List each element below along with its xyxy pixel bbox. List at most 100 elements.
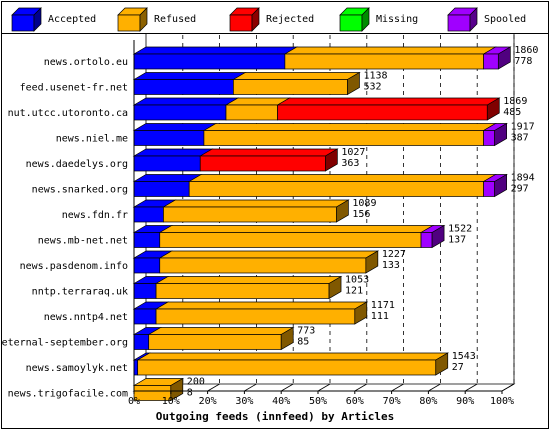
- legend-item-rejected: Rejected: [229, 7, 314, 32]
- grid-floor-line: [464, 383, 478, 392]
- bar-segment-refused: [136, 352, 450, 376]
- bar-segment-refused: [147, 326, 295, 351]
- category-label: news.fdn.fr: [62, 210, 128, 221]
- bar-segment-spooled: [482, 46, 512, 70]
- end-label-total: 1089: [352, 198, 376, 209]
- end-label-total: 773: [297, 326, 315, 337]
- bar-segment-accepted: [132, 72, 247, 95]
- end-label-sub: 85: [297, 337, 309, 348]
- end-label-sub: 121: [345, 286, 363, 297]
- end-label-sub: 485: [503, 107, 521, 118]
- x-tick-label: 0%: [128, 396, 140, 407]
- x-tick-label: 60%: [346, 396, 364, 407]
- end-label-sub: 111: [371, 311, 389, 322]
- bar-row: [132, 46, 512, 70]
- end-label-sub: 297: [511, 184, 529, 195]
- legend-label: Spooled: [484, 14, 526, 25]
- end-label-total: 1917: [511, 122, 535, 133]
- bar-segment-refused: [158, 250, 380, 274]
- x-tick-label: 100%: [490, 396, 514, 407]
- end-label-total: 1138: [363, 71, 387, 82]
- category-label: news.snarked.org: [32, 185, 128, 196]
- bar-segment-refused: [162, 199, 350, 223]
- end-label-total: 1894: [511, 173, 535, 184]
- grid-floor-line: [428, 383, 441, 392]
- bar-row: [132, 275, 343, 300]
- category-label: eternal-september.org: [2, 338, 128, 349]
- tick-labels: 0% 10% 20% 30% 40% 50% 60% 70% 80% 90% 100%: [128, 391, 514, 407]
- category-label: nut.utcc.utoronto.ca: [8, 108, 128, 119]
- bar-segment-refused: [283, 46, 497, 70]
- x-tick-label: 10%: [162, 396, 180, 407]
- bar-row: [132, 97, 501, 121]
- grid-floor-line: [317, 383, 331, 392]
- grid-floor-line: [280, 383, 294, 392]
- grid-floor-line: [244, 383, 257, 392]
- bar-segment-refused: [132, 377, 185, 402]
- bar-row: [132, 173, 508, 198]
- bar-segment-spooled: [482, 122, 508, 147]
- x-tick-label: 80%: [419, 396, 437, 407]
- x-tick-label: 20%: [199, 396, 217, 407]
- legend-label: Accepted: [48, 14, 96, 25]
- bar-row: [132, 352, 450, 376]
- legend-item-spooled: Spooled: [447, 7, 526, 32]
- category-label: news.mb-net.net: [38, 236, 128, 247]
- end-label-sub: 778: [514, 56, 532, 67]
- end-label-total: 1053: [345, 275, 369, 286]
- bar-segment-accepted: [132, 123, 218, 146]
- bar-segment-accepted: [132, 174, 203, 197]
- bar-row: [132, 71, 361, 96]
- end-label-sub: 133: [382, 260, 400, 271]
- grid-floor-line: [354, 383, 368, 392]
- bar-row: [132, 224, 446, 249]
- grid-floor-line: [207, 383, 220, 392]
- x-tick-label: 50%: [309, 396, 327, 407]
- bar-row: [132, 199, 350, 223]
- category-label: news.daedelys.org: [26, 159, 128, 170]
- x-tick-label: 90%: [456, 396, 474, 407]
- bar-segment-refused: [232, 71, 361, 96]
- category-label: news.samoylyk.net: [26, 363, 128, 374]
- grid-floor-line: [501, 383, 515, 392]
- bar-segment-refused: [154, 275, 343, 300]
- bar-segment-accepted: [132, 46, 299, 70]
- end-label-total: 1869: [503, 96, 527, 107]
- bar-segment-refused: [187, 174, 497, 197]
- legend-item-missing: Missing: [339, 7, 418, 32]
- end-label-sub: 387: [511, 133, 529, 144]
- end-label-total: 1522: [448, 224, 472, 235]
- bar-segment-refused: [202, 123, 497, 146]
- grid-floor-line: [391, 383, 404, 392]
- legend-item-accepted: Accepted: [11, 7, 96, 32]
- bar-row: [132, 301, 369, 325]
- bar-row: [132, 122, 508, 147]
- end-label-total: 200: [187, 377, 205, 388]
- bar-segment-rejected: [198, 148, 339, 172]
- end-label-total: 1027: [341, 147, 365, 158]
- bar-segment-refused: [154, 301, 369, 325]
- category-label: news.pasdenom.info: [20, 261, 128, 272]
- category-label: news.nntp4.net: [44, 312, 128, 323]
- bar-segment-accepted: [132, 276, 170, 299]
- bar-row: [132, 148, 339, 172]
- end-label-total: 1227: [382, 249, 406, 260]
- end-label-sub: 27: [452, 362, 464, 373]
- x-tick-label: 40%: [272, 396, 290, 407]
- legend-label: Refused: [154, 14, 196, 25]
- x-tick-label: 30%: [235, 396, 253, 407]
- bars: [132, 46, 512, 402]
- end-label-sub: 363: [341, 158, 359, 169]
- category-labels: news.ortolo.eu feed.usenet-fr.net nut.utcc…: [2, 57, 128, 400]
- end-label-sub: 532: [363, 82, 381, 93]
- end-label-total: 1860: [514, 45, 538, 56]
- legend: Accepted Refused Rejected Missing Spooled: [11, 7, 526, 32]
- legend-label: Rejected: [266, 14, 314, 25]
- bar-row: [132, 326, 295, 351]
- bar-segment-spooled: [482, 173, 508, 198]
- bar-row: [132, 250, 380, 274]
- bar-segment-spooled: [419, 224, 446, 249]
- chart-title: Outgoing feeds (innfeed) by Articles: [156, 410, 394, 423]
